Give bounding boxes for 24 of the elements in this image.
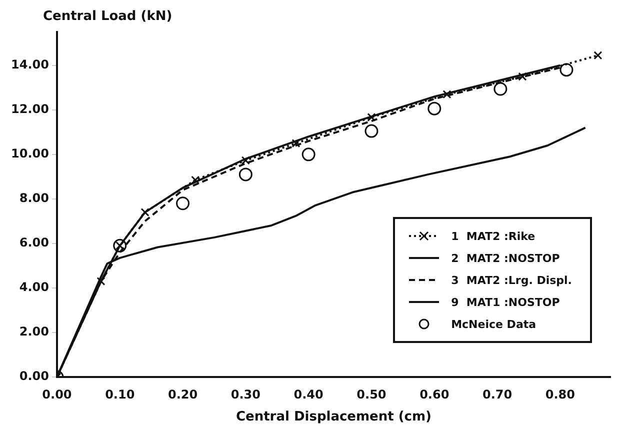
y-tick-label: 4.00 — [19, 280, 49, 294]
x-tick-label: 0.70 — [482, 387, 512, 402]
x-tick-label: 0.40 — [294, 387, 324, 402]
legend-label: 3 MAT2 :Lrg. Displ. — [451, 274, 572, 286]
x-tick-label: 0.00 — [42, 387, 72, 402]
y-tick-label: 0.00 — [19, 369, 49, 384]
y-tick-label: 6.00 — [19, 236, 49, 250]
x-tick-label: 0.20 — [168, 387, 198, 402]
x-tick-label: 0.10 — [105, 387, 135, 402]
y-tick-label: 2.00 — [19, 324, 49, 339]
x-tick-label: 0.50 — [356, 387, 386, 402]
y-tick-label: 8.00 — [19, 191, 49, 206]
legend-label: 1 MAT2 :Rike — [451, 230, 536, 242]
x-tick-label: 0.80 — [545, 387, 575, 402]
x-tick-label: 0.60 — [420, 387, 450, 402]
y-tick-label: 10.00 — [10, 146, 49, 161]
x-tick-label: 0.30 — [230, 387, 260, 402]
y-axis-title: Central Load (kN) — [42, 8, 172, 24]
x-axis-title: Central Displacement (cm) — [236, 410, 432, 425]
legend-label: 9 MAT1 :NOSTOP — [451, 296, 560, 308]
y-tick-label: 12.00 — [10, 102, 49, 116]
legend-label: 2 MAT2 :NOSTOP — [451, 252, 560, 264]
legend-label: McNeice Data — [451, 318, 536, 330]
y-tick-label: 14.00 — [10, 58, 49, 72]
